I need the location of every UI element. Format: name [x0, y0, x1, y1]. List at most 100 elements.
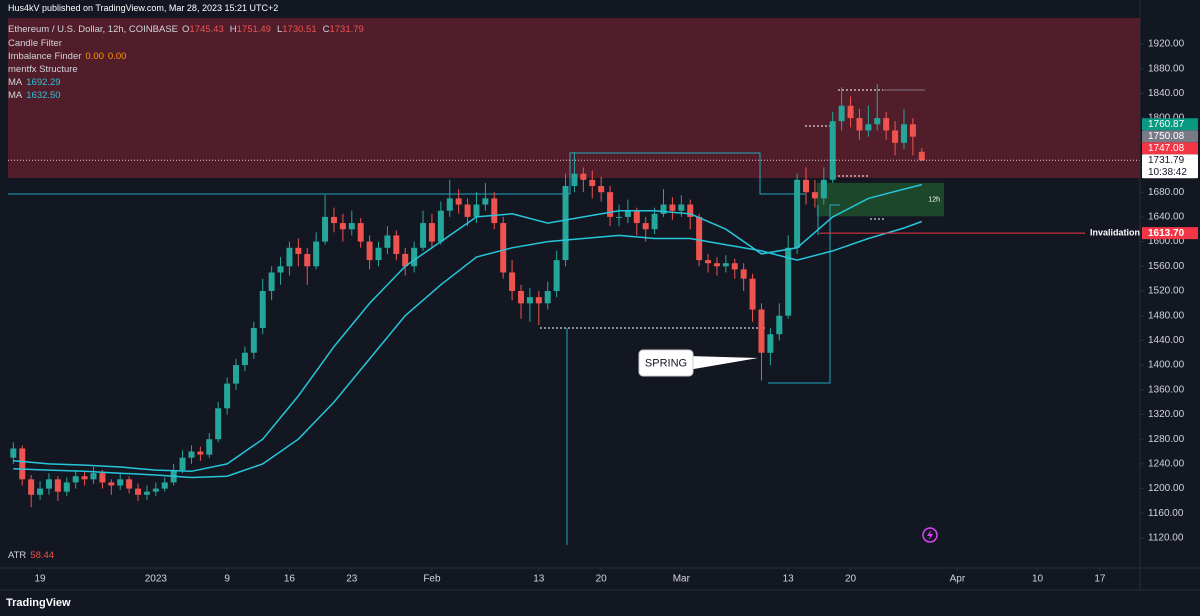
price-tag — [1142, 130, 1198, 143]
candle-body — [615, 216, 622, 218]
candle-body — [437, 210, 444, 242]
ohlc-key: L — [276, 24, 283, 35]
price-tag-label: 1760.87 — [1148, 119, 1185, 130]
price-tag — [1142, 118, 1198, 131]
candle-body — [375, 247, 382, 261]
candle-body — [509, 272, 516, 291]
callout-box — [638, 349, 694, 377]
ohlc-key: O — [182, 24, 190, 35]
candle-body — [197, 451, 204, 455]
ma-line — [13, 220, 923, 479]
candle-body — [366, 241, 373, 261]
candle-body — [856, 118, 863, 131]
range-box — [768, 204, 840, 384]
candle-body — [402, 253, 409, 267]
indicator-value: 0.00 — [85, 51, 104, 62]
candle-body — [651, 213, 658, 230]
candle-body — [918, 151, 925, 161]
price-tag-label: 1750.08 — [1148, 131, 1185, 142]
ohlc-item: C1731.79 — [323, 24, 368, 35]
ma-name: MA — [8, 90, 23, 101]
publisher: Hus4kV published on TradingView.com, Mar… — [8, 3, 279, 13]
candle-body — [829, 121, 836, 180]
candle-body — [500, 223, 507, 273]
candle-body — [233, 365, 240, 384]
candle-body — [740, 269, 747, 279]
candle-body — [135, 488, 142, 495]
candle-body — [687, 204, 694, 217]
candle-body — [526, 297, 533, 304]
candle-body — [847, 105, 854, 119]
y-tick-label: 1680.00 — [1148, 187, 1185, 198]
candle-body — [900, 124, 907, 143]
candle-body — [767, 334, 774, 353]
candle-body — [330, 216, 337, 224]
alert-icon[interactable] — [922, 527, 938, 543]
candle-body — [705, 260, 712, 264]
y-tick-label: 1200.00 — [1148, 483, 1185, 494]
y-tick-label: 1400.00 — [1148, 360, 1185, 371]
candle-body — [464, 204, 471, 217]
price-tag-label: 1731.79 — [1148, 155, 1185, 166]
candle-body — [607, 192, 614, 217]
zone — [816, 182, 945, 217]
candle-body — [241, 352, 248, 366]
x-tick-label: 17 — [1094, 574, 1106, 585]
candle-body — [161, 482, 168, 489]
ma-value: 1692.29 — [26, 77, 61, 88]
candle-body — [152, 488, 159, 492]
ohlc-item: O1745.43 — [182, 24, 228, 35]
ohlc-key: H — [229, 24, 237, 35]
candle-body — [713, 263, 720, 267]
alert-icon-bolt — [927, 530, 933, 540]
candle-body — [54, 479, 61, 492]
indicator-value: 0.00 — [107, 51, 127, 62]
candle-body — [491, 198, 498, 224]
candle-body — [482, 198, 489, 205]
indicator: Imbalance Finder 0.00 0.00 — [8, 51, 130, 62]
candle-body — [45, 479, 52, 489]
price-tag — [1142, 227, 1198, 240]
candle-body — [28, 479, 35, 495]
candle-body — [473, 204, 480, 217]
atr-name: ATR — [8, 550, 27, 561]
candle-body — [883, 118, 890, 131]
zone-label: 12h — [928, 196, 940, 203]
callout-pointer — [688, 356, 758, 370]
ma-legend: MA 1632.50 — [8, 90, 65, 101]
x-tick-label: 16 — [284, 574, 296, 585]
candle-body — [250, 328, 257, 353]
y-tick-label: 1320.00 — [1148, 409, 1185, 420]
candle-body — [598, 186, 605, 193]
candle-body — [580, 173, 587, 180]
indicator-name: Imbalance Finder — [8, 51, 82, 62]
candle-body — [544, 290, 551, 304]
y-tick-label: 1640.00 — [1148, 212, 1185, 223]
candle-body — [785, 247, 792, 316]
candle-body — [411, 247, 418, 267]
y-tick-label: 1520.00 — [1148, 286, 1185, 297]
zone — [8, 18, 1140, 178]
ohlc-item: L1730.51 — [277, 24, 321, 35]
ohlc-value: 1745.43 — [189, 24, 224, 35]
y-tick-label: 1360.00 — [1148, 384, 1185, 395]
countdown: 10:38:42 — [1148, 167, 1187, 178]
atr-value: 58.44 — [30, 550, 55, 561]
y-tick-label: 1240.00 — [1148, 459, 1185, 470]
candle-body — [179, 457, 186, 471]
x-tick-label: Mar — [673, 574, 691, 585]
candle-body — [794, 179, 801, 248]
candle-body — [268, 272, 275, 291]
zones — [8, 18, 1140, 217]
x-tick-label: 23 — [346, 574, 358, 585]
x-tick-label: 20 — [845, 574, 857, 585]
candles — [10, 84, 925, 508]
candle-body — [758, 309, 765, 353]
y-tick-label: 1280.00 — [1148, 434, 1185, 445]
price-tag — [1142, 154, 1198, 179]
candle-body — [776, 315, 783, 335]
candle-body — [678, 204, 685, 211]
callout-text: SPRING — [645, 357, 687, 369]
candle-body — [99, 473, 106, 483]
